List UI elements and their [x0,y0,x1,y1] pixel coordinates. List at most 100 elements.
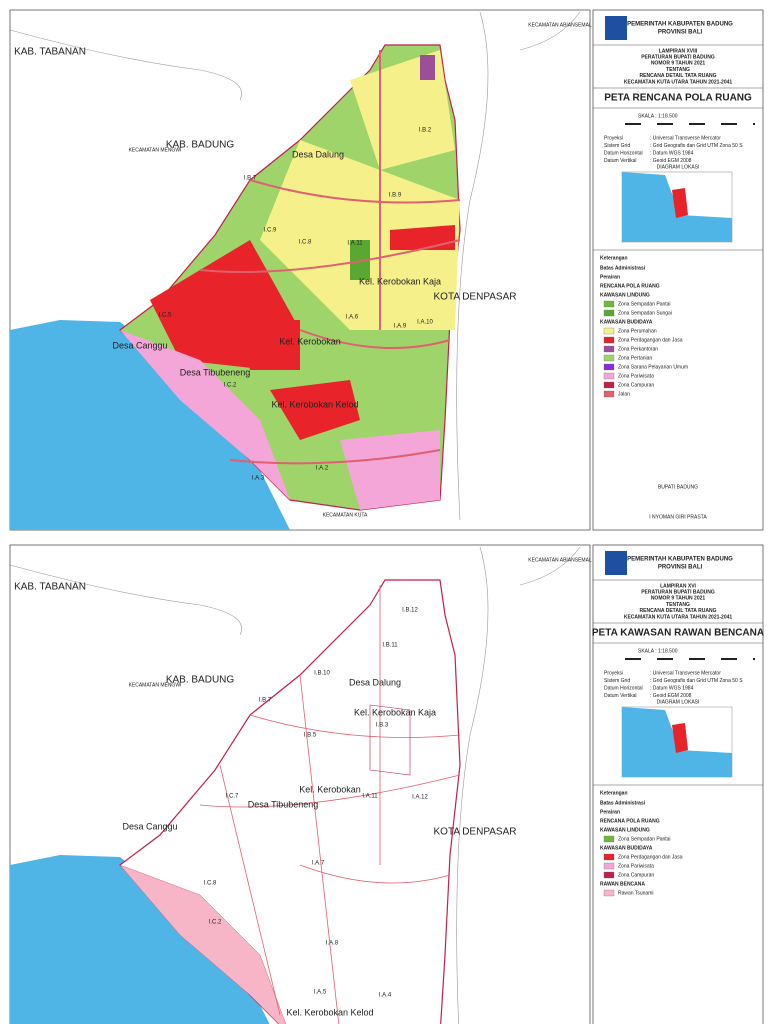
legend-heading: Perairan [600,809,620,815]
projection-value: : Universal Transverse Mercator [650,670,721,676]
map-label: I.C.7 [226,794,239,800]
map-label: KECAMATAN KUTA [323,512,368,518]
map-label: KECAMATAN MENGWI [129,147,182,153]
map-label: Desa Dalung [349,677,401,687]
legend-heading: KAWASAN BUDIDAYA [600,845,653,851]
lampiran-line: RENCANA DETAIL TATA RUANG [640,73,717,79]
projection-value: : Geoid EGM 2008 [650,693,692,699]
lampiran-line: TENTANG [666,67,690,73]
legend-title: Keterangan [600,790,628,796]
map-label: Desa Tibubeneng [180,367,251,377]
map-label: KAB. TABANAN [14,47,86,58]
lampiran-line: KECAMATAN KUTA UTARA TAHUN 2021-2041 [624,614,733,620]
lampiran-line: PERATURAN BUPATI BADUNG [641,55,715,61]
lampiran-line: LAMPIRAN XVIII [659,48,698,54]
legend-title: Keterangan [600,255,628,261]
legend-label: Zona Pariwisata [618,863,654,869]
legend-heading: KAWASAN BUDIDAYA [600,319,653,325]
legend-swatch [603,309,615,317]
signer: BUPATI BADUNG [658,484,698,490]
map-label: KECAMATAN ABIANSEMAL [528,557,592,563]
legend-label: Zona Sempadan Sungai [618,310,672,316]
legend-heading: KAWASAN LINDUNG [600,827,650,833]
map-label: I.C.8 [204,881,217,887]
projection-key: Datum Vertikal [604,158,637,164]
lampiran-line: LAMPIRAN XVI [660,583,696,589]
legend-label: Zona Perdagangan dan Jasa [618,854,683,860]
map-label: KAB. BADUNG [166,140,235,151]
map-label: I.B.3 [376,723,389,729]
scale: SKALA : 1:18.500 [638,113,678,119]
map-title: PETA KAWASAN RAWAN BENCANA [592,628,764,639]
legend-swatch [603,390,615,398]
legend-heading: Batas Administrasi [600,800,646,806]
lampiran-line: KECAMATAN KUTA UTARA TAHUN 2021-2041 [624,79,733,85]
projection-value: : Grid Geografis dan Grid UTM Zona 50 S [650,678,743,684]
legend-swatch [603,327,615,335]
map-label: I.C.2 [209,920,222,926]
map-label: I.A.4 [379,993,392,999]
signer: I NYOMAN GIRI PRASTA [649,514,707,520]
map-label: I.A.11 [347,241,363,247]
legend-label: Zona Perdagangan dan Jasa [618,337,683,343]
map-label: Kel. Kerobokan Kelod [286,1007,373,1017]
legend-swatch [603,381,615,389]
lampiran-line: NOMOR 9 TAHUN 2021 [651,61,706,67]
legend-label: Zona Campuran [618,872,654,878]
legend-label: Zona Pertanian [618,355,652,361]
map-label: I.A.11 [362,794,378,800]
projection-key: Datum Vertikal [604,693,637,699]
header-gov: PEMERINTAH KABUPATEN BADUNG [627,22,733,28]
map-label: KECAMATAN ABIANSEMAL [528,22,592,28]
map-label: I.B.7 [244,176,257,182]
legend-swatch [603,889,615,897]
map-label: KAB. BADUNG [166,675,235,686]
map-label: KAB. TABANAN [14,582,86,593]
legend-swatch [603,372,615,380]
map-label: I.A.5 [314,990,327,996]
projection-key: Datum Horizontal [604,685,643,691]
map-label: I.B.2 [419,128,432,134]
projection-value: : Datum WGS 1984 [650,150,694,156]
map-label: I.B.9 [389,193,402,199]
legend-swatch [603,336,615,344]
map-label: I.B.7 [259,698,272,704]
map-label: I.C.2 [224,383,237,389]
legend-label: Zona Perkantoran [618,346,658,352]
map-label: I.C.8 [299,240,312,246]
projection-value: : Universal Transverse Mercator [650,135,721,141]
legend-swatch [603,862,615,870]
legend-label: Rawan Tsunami [618,890,653,896]
projection-key: Sistem Grid [604,678,630,684]
projection-value: : Geoid EGM 2008 [650,158,692,164]
map-label: I.B.10 [314,671,330,677]
map-label: I.C.9 [264,228,277,234]
legend-label: Zona Sempadan Pantai [618,836,671,842]
projection-key: Datum Horizontal [604,150,643,156]
map-label: I.C.5 [159,313,172,319]
legend-swatch [603,300,615,308]
legend-heading: RENCANA POLA RUANG [600,283,660,289]
map-label: Desa Tibubeneng [248,799,319,809]
legend-heading: RAWAN BENCANA [600,881,645,887]
legend-label: Jalan [618,391,630,397]
legend-heading: Perairan [600,274,620,280]
header-prov: PROVINSI BALI [658,30,703,36]
legend-label: Zona Campuran [618,382,654,388]
scale: SKALA : 1:18.500 [638,648,678,654]
legend-label: Zona Perumahan [618,328,657,334]
projection-value: : Datum WGS 1984 [650,685,694,691]
legend-swatch [603,363,615,371]
map-label: Kel. Kerobokan Kaja [354,707,436,717]
inset-title: DIAGRAM LOKASI [657,699,700,705]
map-label: I.A.7 [312,861,325,867]
map-label: I.A.9 [394,324,407,330]
legend-heading: Batas Administrasi [600,265,646,271]
map-label: I.A.6 [346,315,359,321]
projection-key: Sistem Grid [604,143,630,149]
lampiran-line: PERATURAN BUPATI BADUNG [641,590,715,596]
lampiran-line: TENTANG [666,602,690,608]
